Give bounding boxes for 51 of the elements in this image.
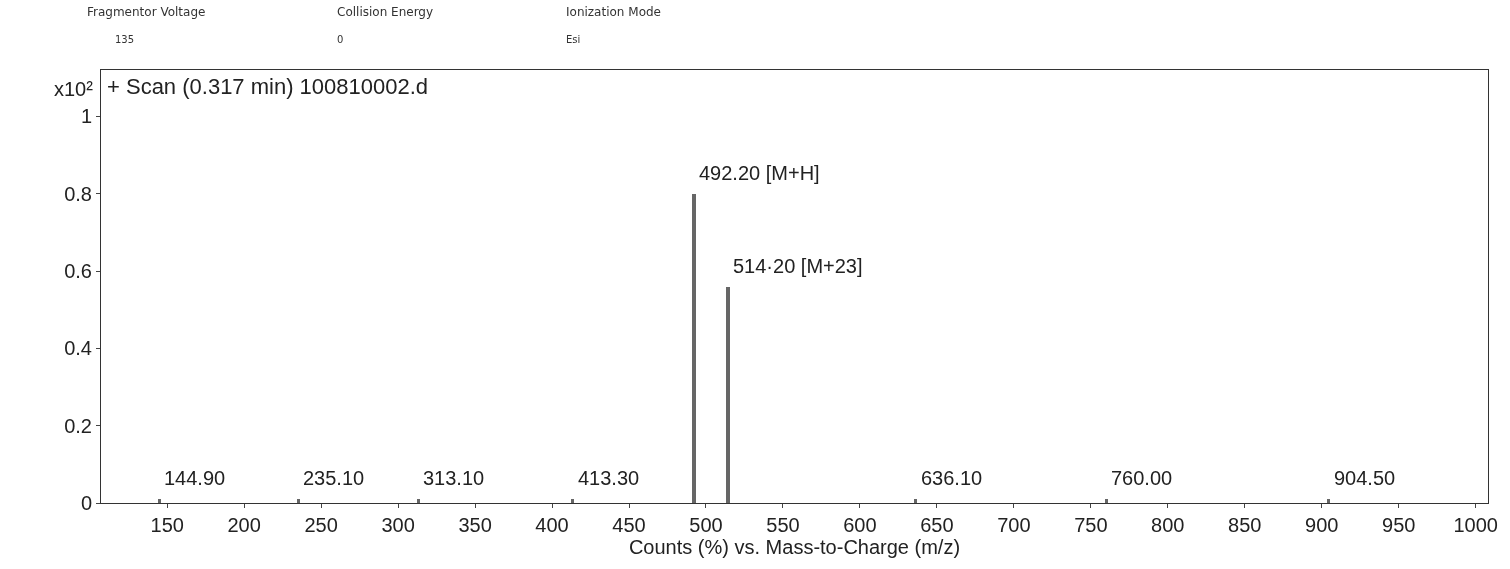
y-tick-label: 0.6 [64,260,92,283]
bar [571,499,574,503]
x-tick-label: 800 [1151,514,1185,536]
x-tick-label: 750 [1074,514,1108,536]
x-tick-label: 500 [689,514,723,536]
text: Ionization Mode [566,5,661,19]
annotation: 904.50 [1334,467,1396,489]
bar [297,499,300,503]
bar [692,194,696,503]
y-tick-label: 0.4 [64,337,92,360]
x-tick-label: 450 [612,514,646,536]
x-tick-label: 250 [304,514,338,536]
bar [158,499,161,503]
annotation: 313.10 [423,467,485,489]
text: 135 [115,34,135,45]
x-tick-label: 600 [843,514,877,536]
annotation: 636.10 [921,467,983,489]
x-tick-label: 1000 [1453,514,1498,536]
x-tick-label: 550 [766,514,800,536]
text: Fragmentor Voltage [87,5,206,19]
bar [417,499,420,503]
x-tick-label: 700 [997,514,1031,536]
x-tick-label: 350 [458,514,492,536]
annotation: 492.20 [M+H] [699,162,820,184]
annotation: 235.10 [303,467,365,489]
x-tick-label: 400 [535,514,569,536]
annotation: 514·20 [M+23] [733,255,863,277]
x-tick-label: 950 [1382,514,1416,536]
bar [914,499,917,503]
bar [1105,499,1108,503]
bar [726,287,730,503]
y-tick-label: 0.8 [64,182,92,205]
text: Esi [566,34,581,45]
x-tick-label: 150 [150,514,184,536]
bar [1327,499,1330,503]
annotation: 144.90 [164,467,226,489]
annotation: 760.00 [1111,467,1173,489]
x-tick-label: 900 [1305,514,1339,536]
y-axis-title: x10² [54,78,94,100]
y-tick-label: 0.2 [64,414,92,437]
x-tick-label: 850 [1228,514,1262,536]
y-tick-label: 1 [80,105,92,128]
text: Collision Energy [337,5,434,19]
text: 0 [337,34,344,45]
x-tick-label: 200 [227,514,261,536]
annotation: 413.30 [578,467,640,489]
x-tick-label: 650 [920,514,954,536]
chart-title: + Scan (0.317 min) 100810002.d [107,74,429,99]
x-axis-title: Counts (%) vs. Mass-to-Charge (m/z) [628,536,961,558]
x-tick-label: 300 [381,514,415,536]
y-tick-label: 0 [80,492,92,514]
